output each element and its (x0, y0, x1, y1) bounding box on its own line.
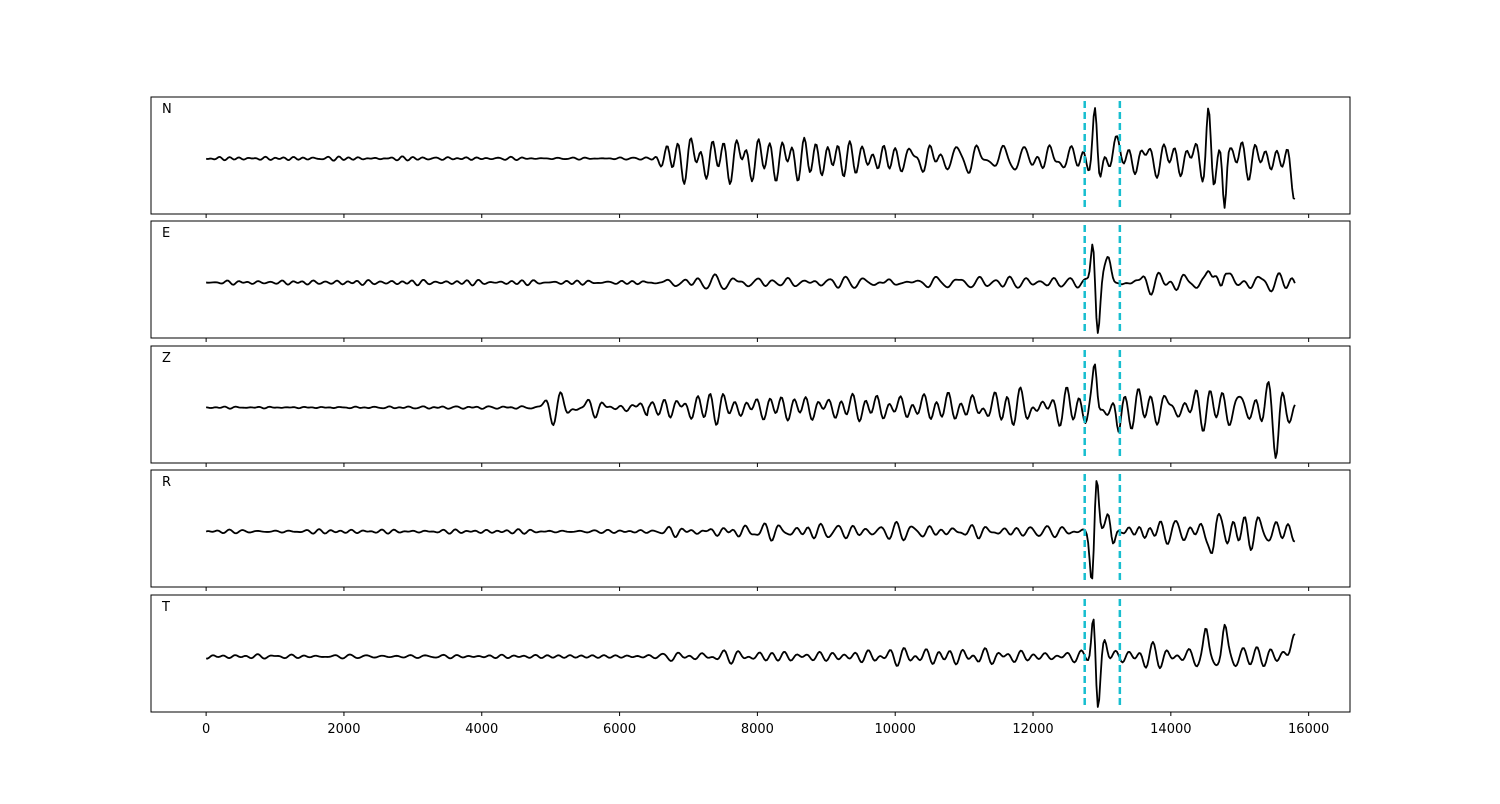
channel-label: R (162, 475, 171, 490)
panel-n: N (150, 96, 1351, 218)
channel-label: Z (162, 351, 171, 366)
channel-label: N (162, 102, 172, 117)
panel-z: Z (150, 345, 1351, 467)
channel-label: T (161, 600, 170, 615)
x-tick-label: 12000 (1012, 722, 1053, 737)
panel-frame (150, 220, 1351, 339)
x-tick-label: 14000 (1150, 722, 1191, 737)
x-tick-label: 6000 (603, 722, 636, 737)
channel-label: E (162, 226, 170, 241)
x-tick-label: 4000 (465, 722, 498, 737)
waveform-line (205, 107, 1296, 209)
x-tick-label: 2000 (327, 722, 360, 737)
waveform-line (206, 618, 1296, 708)
panel-frame (150, 594, 1351, 713)
x-tick-label: 8000 (741, 722, 774, 737)
waveform-line (205, 363, 1296, 459)
panel-frame (150, 469, 1351, 588)
panel-t: T (150, 594, 1351, 716)
x-tick-label: 16000 (1288, 722, 1329, 737)
panel-r: R (150, 469, 1351, 591)
panel-frame (150, 96, 1351, 215)
panel-e: E (150, 220, 1351, 342)
panel-frame (150, 345, 1351, 464)
x-tick-label: 0 (202, 722, 210, 737)
x-tick-label: 10000 (875, 722, 916, 737)
waveform-line (205, 243, 1296, 334)
waveform-line (205, 480, 1296, 580)
